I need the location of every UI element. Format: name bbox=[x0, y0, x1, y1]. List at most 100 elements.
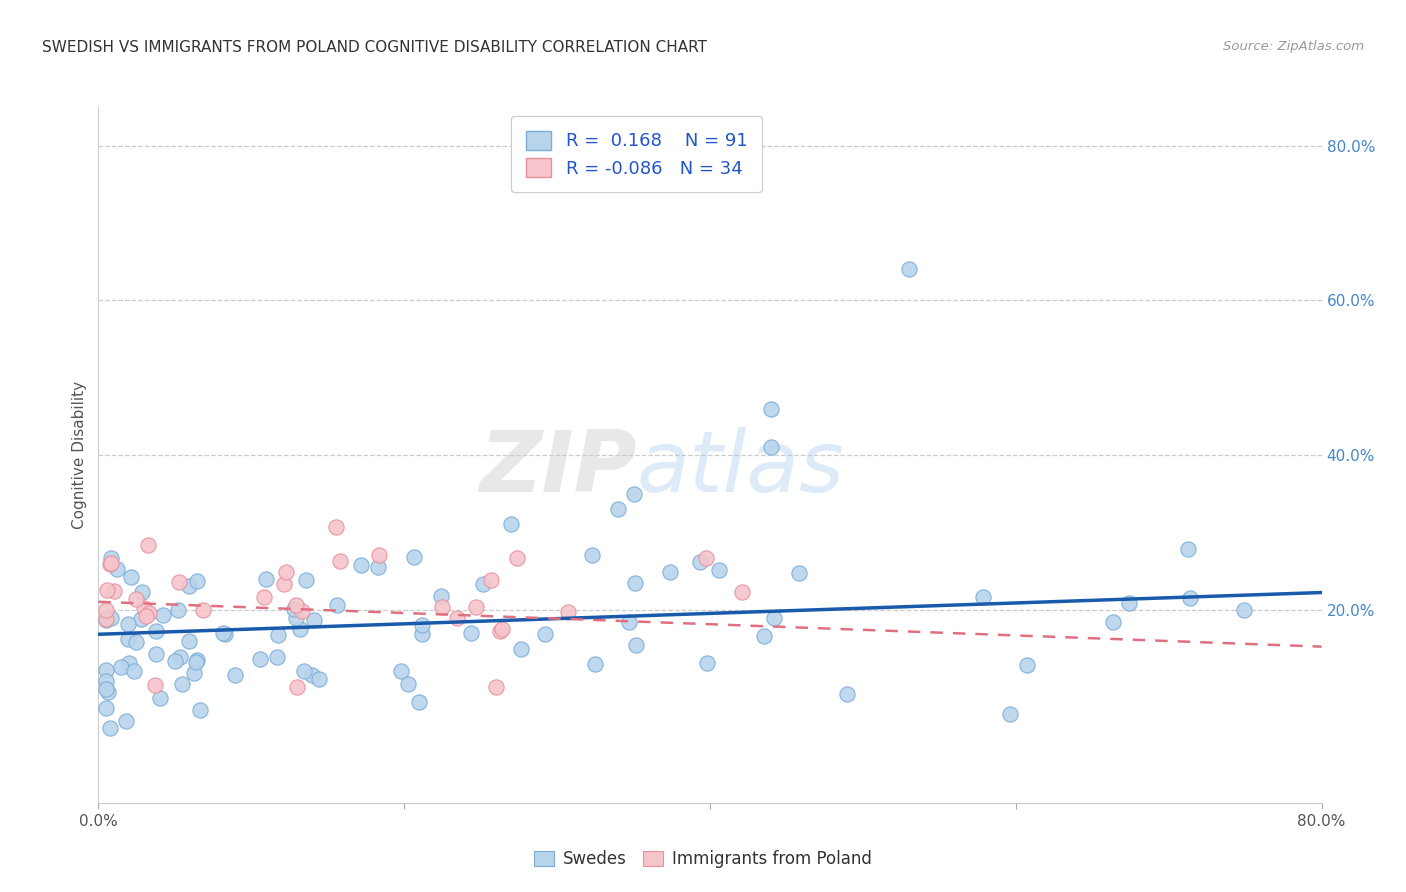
Point bbox=[145, 624, 167, 639]
Point bbox=[191, 602, 214, 616]
Point bbox=[276, 565, 298, 579]
Point bbox=[460, 625, 482, 640]
Text: ZIP: ZIP bbox=[479, 427, 637, 510]
Point bbox=[396, 677, 419, 691]
Point bbox=[266, 650, 288, 665]
Point bbox=[581, 548, 603, 562]
Point bbox=[485, 680, 508, 694]
Point bbox=[787, 566, 810, 580]
Point bbox=[103, 583, 125, 598]
Point bbox=[190, 703, 212, 717]
Text: SWEDISH VS IMMIGRANTS FROM POLAND COGNITIVE DISABILITY CORRELATION CHART: SWEDISH VS IMMIGRANTS FROM POLAND COGNIT… bbox=[42, 40, 707, 55]
Point bbox=[94, 613, 117, 627]
Point bbox=[491, 622, 513, 636]
Point bbox=[583, 657, 606, 671]
Point bbox=[117, 617, 139, 632]
Point bbox=[329, 554, 352, 568]
Text: atlas: atlas bbox=[637, 427, 845, 510]
Point bbox=[129, 612, 152, 626]
Point bbox=[186, 574, 208, 589]
Point bbox=[290, 622, 312, 636]
Point bbox=[533, 627, 555, 641]
Point bbox=[184, 655, 207, 669]
Point bbox=[658, 566, 681, 580]
Point bbox=[100, 611, 122, 625]
Point bbox=[350, 558, 373, 572]
Point bbox=[325, 520, 347, 534]
Point bbox=[179, 634, 201, 648]
Text: Source: ZipAtlas.com: Source: ZipAtlas.com bbox=[1223, 40, 1364, 54]
Point bbox=[96, 583, 118, 598]
Point bbox=[170, 676, 193, 690]
Point bbox=[897, 262, 920, 277]
Point bbox=[134, 601, 156, 615]
Point bbox=[166, 602, 188, 616]
Point bbox=[998, 706, 1021, 721]
Point bbox=[509, 642, 531, 657]
Point bbox=[273, 577, 295, 591]
Point bbox=[285, 599, 308, 613]
Point bbox=[97, 684, 120, 698]
Point bbox=[464, 599, 486, 614]
Legend: R =  0.168    N = 91, R = -0.086   N = 34: R = 0.168 N = 91, R = -0.086 N = 34 bbox=[512, 116, 762, 192]
Point bbox=[283, 602, 305, 616]
Point bbox=[94, 663, 117, 677]
Point bbox=[1177, 541, 1199, 556]
Point bbox=[301, 668, 323, 682]
Point bbox=[100, 721, 122, 735]
Point bbox=[249, 652, 271, 666]
Point bbox=[253, 590, 276, 604]
Point bbox=[294, 573, 316, 587]
Point bbox=[292, 664, 315, 678]
Point bbox=[368, 549, 391, 563]
Point bbox=[143, 678, 166, 692]
Point bbox=[94, 603, 117, 617]
Point bbox=[291, 604, 314, 618]
Point bbox=[972, 590, 994, 604]
Point bbox=[709, 563, 731, 577]
Point bbox=[1180, 591, 1202, 606]
Point bbox=[762, 610, 785, 624]
Point bbox=[624, 639, 647, 653]
Point bbox=[501, 517, 523, 532]
Point bbox=[689, 554, 711, 568]
Point bbox=[152, 608, 174, 623]
Legend: Swedes, Immigrants from Poland: Swedes, Immigrants from Poland bbox=[527, 844, 879, 875]
Point bbox=[254, 572, 277, 586]
Point bbox=[696, 656, 718, 670]
Point bbox=[389, 664, 412, 678]
Point bbox=[136, 538, 159, 552]
Point bbox=[607, 502, 630, 516]
Point bbox=[402, 550, 425, 565]
Point bbox=[94, 673, 117, 688]
Point bbox=[167, 575, 190, 590]
Point bbox=[224, 668, 246, 682]
Point bbox=[623, 486, 645, 500]
Point bbox=[446, 611, 468, 625]
Point bbox=[94, 682, 117, 697]
Point bbox=[835, 688, 858, 702]
Point bbox=[1102, 615, 1125, 629]
Point bbox=[1233, 603, 1256, 617]
Point bbox=[759, 401, 782, 416]
Point bbox=[695, 550, 717, 565]
Point bbox=[100, 551, 122, 566]
Point bbox=[149, 690, 172, 705]
Point bbox=[759, 440, 782, 454]
Point bbox=[752, 629, 775, 643]
Point bbox=[98, 558, 121, 572]
Point bbox=[179, 578, 201, 592]
Point bbox=[367, 560, 389, 574]
Point bbox=[505, 550, 527, 565]
Point bbox=[411, 618, 433, 632]
Point bbox=[107, 562, 129, 576]
Point bbox=[1017, 658, 1039, 673]
Point bbox=[617, 615, 640, 629]
Point bbox=[488, 624, 510, 638]
Point bbox=[120, 570, 142, 584]
Point bbox=[731, 585, 754, 599]
Point bbox=[165, 654, 187, 668]
Point bbox=[214, 627, 236, 641]
Point bbox=[135, 608, 157, 623]
Point bbox=[1118, 596, 1140, 610]
